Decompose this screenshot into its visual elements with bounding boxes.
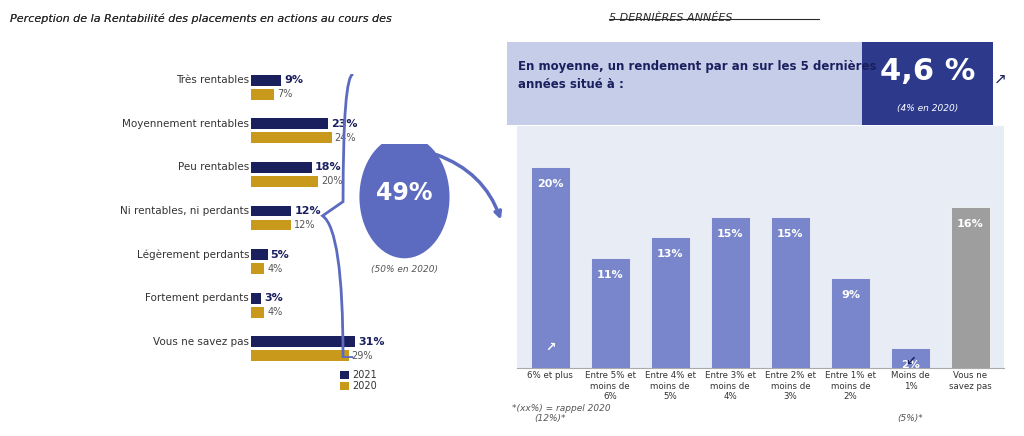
Bar xyxy=(711,217,750,368)
Text: 9%: 9% xyxy=(284,75,303,85)
Text: 7%: 7% xyxy=(278,89,293,99)
Text: 31%: 31% xyxy=(358,337,385,347)
Bar xyxy=(340,371,349,379)
Text: (50% en 2020): (50% en 2020) xyxy=(371,265,438,274)
Bar xyxy=(251,249,267,260)
Text: 2021: 2021 xyxy=(352,371,377,380)
Text: 29%: 29% xyxy=(351,351,373,361)
Text: 18%: 18% xyxy=(314,163,341,172)
Bar xyxy=(251,220,292,230)
Text: Légèrement perdants: Légèrement perdants xyxy=(136,249,249,260)
Text: Ni rentables, ni perdants: Ni rentables, ni perdants xyxy=(120,206,249,216)
Text: ↗: ↗ xyxy=(994,72,1007,87)
Bar xyxy=(771,217,810,368)
Text: En moyenne, un rendement par an sur les 5 dernières
années situé à :: En moyenne, un rendement par an sur les … xyxy=(517,60,877,91)
Text: 5%: 5% xyxy=(270,250,290,259)
Text: 20%: 20% xyxy=(322,177,343,186)
Bar xyxy=(830,278,870,368)
Bar xyxy=(251,133,332,143)
Bar xyxy=(251,293,261,304)
Text: 49%: 49% xyxy=(376,181,433,205)
Bar xyxy=(251,119,329,129)
Text: 16%: 16% xyxy=(957,219,984,229)
Text: 5 DERNIÈRES ANNÉES: 5 DERNIÈRES ANNÉES xyxy=(609,13,733,23)
Text: 20%: 20% xyxy=(537,179,563,189)
Bar xyxy=(251,337,355,347)
Text: ↙: ↙ xyxy=(905,355,915,368)
Text: 11%: 11% xyxy=(597,269,624,279)
Bar xyxy=(251,263,264,274)
Text: Fortement perdants: Fortement perdants xyxy=(145,293,249,303)
Bar xyxy=(530,167,569,368)
Text: ↗: ↗ xyxy=(545,340,555,353)
Text: Vous ne savez pas: Vous ne savez pas xyxy=(154,337,249,347)
Bar xyxy=(251,75,282,85)
Bar xyxy=(251,351,349,361)
Text: 2020: 2020 xyxy=(352,382,377,391)
Text: Peu rentables: Peu rentables xyxy=(178,163,249,172)
Text: (5%)*: (5%)* xyxy=(898,414,924,423)
Bar xyxy=(340,382,349,390)
Text: 4%: 4% xyxy=(267,307,283,317)
Bar xyxy=(650,237,690,368)
Bar xyxy=(251,206,292,217)
Bar xyxy=(251,176,318,187)
Bar xyxy=(251,162,311,173)
Bar xyxy=(891,348,930,368)
Text: (12%)*: (12%)* xyxy=(535,414,566,423)
Circle shape xyxy=(359,136,450,258)
Text: 24%: 24% xyxy=(335,133,356,143)
Text: Perception de la Rentabilité des placements en actions au cours des: Perception de la Rentabilité des placeme… xyxy=(10,13,395,24)
Text: 12%: 12% xyxy=(294,206,321,216)
Text: 15%: 15% xyxy=(777,229,804,239)
Text: *(xx%) = rappel 2020: *(xx%) = rappel 2020 xyxy=(512,404,611,413)
Text: Très rentables: Très rentables xyxy=(176,75,249,85)
Text: 23%: 23% xyxy=(332,119,357,129)
Text: 4,6 %: 4,6 % xyxy=(880,57,975,86)
Text: 13%: 13% xyxy=(657,249,683,259)
Text: Perception de la Rentabilité des placements en actions au cours des: Perception de la Rentabilité des placeme… xyxy=(10,13,395,24)
FancyBboxPatch shape xyxy=(507,42,993,125)
Bar xyxy=(251,89,274,100)
Bar xyxy=(251,307,264,317)
Bar xyxy=(591,258,630,368)
Text: 9%: 9% xyxy=(841,290,860,300)
Bar xyxy=(951,207,990,368)
Text: Moyennement rentables: Moyennement rentables xyxy=(122,119,249,129)
Text: 15%: 15% xyxy=(717,229,743,239)
Text: 4%: 4% xyxy=(267,264,283,273)
Text: (4% en 2020): (4% en 2020) xyxy=(897,105,958,113)
Text: 2%: 2% xyxy=(901,360,920,370)
FancyBboxPatch shape xyxy=(862,42,993,125)
Text: 3%: 3% xyxy=(264,293,283,303)
Text: 12%: 12% xyxy=(294,220,315,230)
